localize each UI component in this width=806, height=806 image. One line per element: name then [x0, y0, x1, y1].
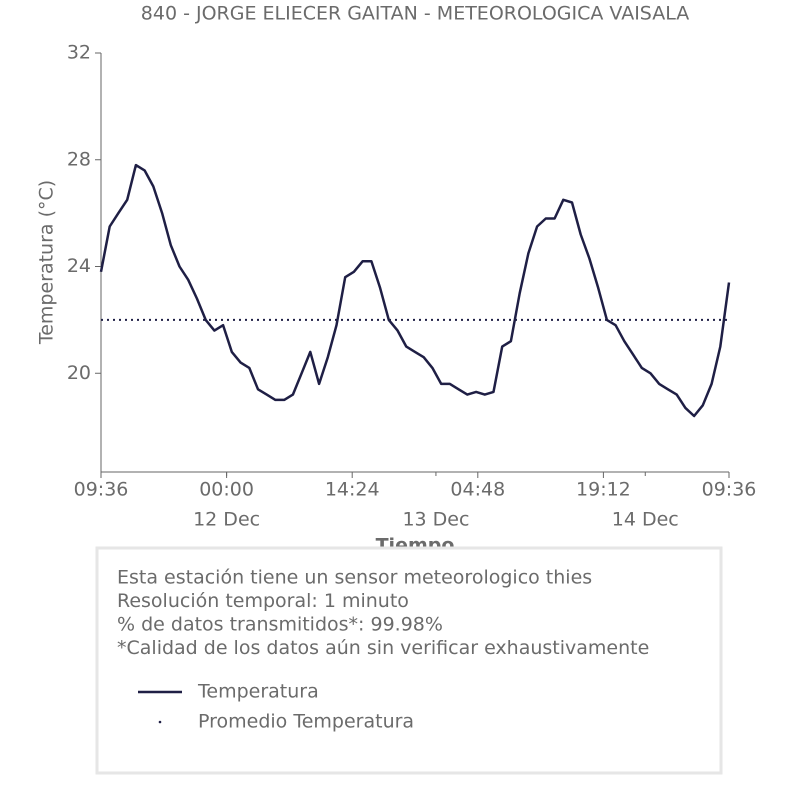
- date-tick-label: 12 Dec: [193, 509, 260, 531]
- y-tick-label: 28: [67, 148, 91, 170]
- x-tick-label: 19:12: [576, 479, 631, 501]
- x-tick-label: 09:36: [702, 479, 757, 501]
- x-tick-label: 04:48: [450, 479, 505, 501]
- temperature-line: [99, 163, 731, 418]
- legend-label: Promedio Temperatura: [198, 711, 414, 733]
- y-tick-label: 24: [67, 255, 91, 277]
- info-text: Esta estación tiene un sensor meteorolog…: [117, 567, 649, 660]
- date-tick-label: 14 Dec: [612, 509, 679, 531]
- info-line: Esta estación tiene un sensor meteorolog…: [117, 567, 592, 589]
- x-tick-label: 14:24: [325, 479, 380, 501]
- y-tick-label: 20: [67, 362, 91, 384]
- legend-label: Temperatura: [197, 681, 319, 703]
- x-tick-label: 09:36: [74, 479, 129, 501]
- x-tick-label: 00:00: [199, 479, 254, 501]
- legend-dot-swatch: [158, 720, 162, 724]
- info-line: *Calidad de los datos aún sin verificar …: [117, 637, 649, 659]
- chart-title: 840 - JORGE ELIECER GAITAN - METEOROLOGI…: [141, 3, 689, 25]
- info-line: Resolución temporal: 1 minuto: [117, 590, 409, 612]
- y-tick-label: 32: [67, 42, 91, 64]
- info-line: % de datos transmitidos*: 99.98%: [117, 614, 443, 636]
- y-axis-label: Temperatura (°C): [36, 180, 58, 345]
- info-box: [95, 546, 723, 775]
- date-tick-label: 13 Dec: [402, 509, 469, 531]
